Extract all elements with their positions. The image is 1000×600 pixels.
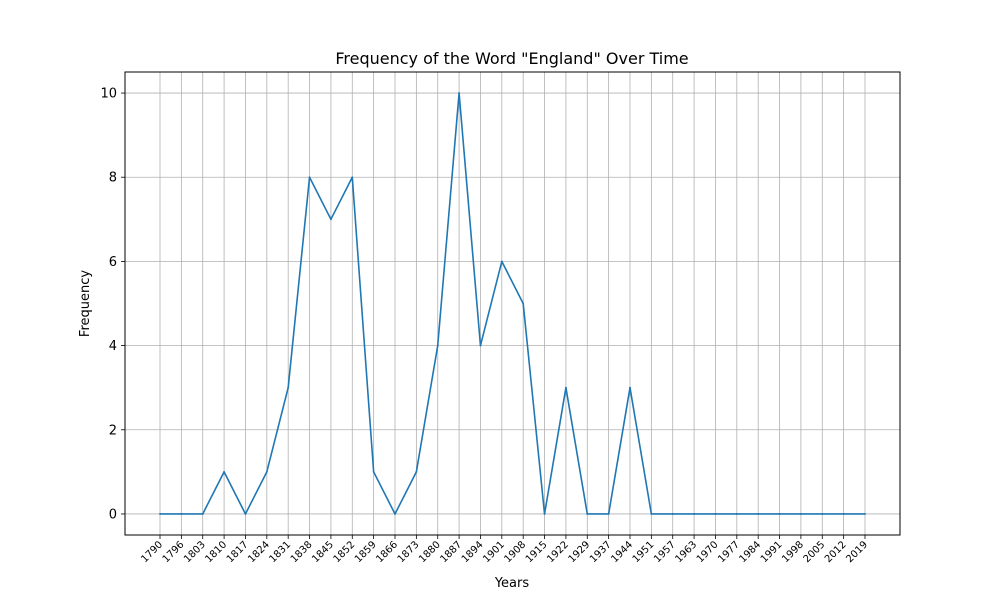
y-tick-label: 4 bbox=[109, 339, 117, 354]
x-tick-label: 1817 bbox=[225, 539, 251, 565]
x-tick-label: 2012 bbox=[823, 539, 849, 565]
x-tick-label: 1894 bbox=[460, 539, 486, 565]
data-point bbox=[864, 513, 866, 515]
y-tick-label: 10 bbox=[100, 87, 117, 102]
x-tick-label: 1937 bbox=[588, 539, 614, 565]
x-tick-label: 1859 bbox=[353, 539, 379, 565]
x-tick-label: 1866 bbox=[374, 539, 400, 565]
x-tick-label: 1880 bbox=[417, 539, 443, 565]
x-tick-label: 1887 bbox=[438, 539, 464, 565]
x-tick-label: 1970 bbox=[695, 539, 721, 565]
y-tick-label: 6 bbox=[109, 255, 117, 270]
data-point bbox=[842, 513, 845, 515]
x-tick-label: 1944 bbox=[609, 539, 635, 565]
x-tick-label: 1915 bbox=[524, 539, 550, 565]
x-tick-label: 1951 bbox=[631, 539, 657, 565]
x-tick-label: 1901 bbox=[481, 539, 507, 565]
x-tick-label: 1998 bbox=[780, 539, 806, 565]
data-point bbox=[757, 513, 760, 515]
x-tick-label: 1838 bbox=[289, 539, 315, 565]
data-point bbox=[650, 513, 653, 515]
x-tick-label: 1831 bbox=[268, 539, 294, 565]
x-tick-label: 1922 bbox=[545, 539, 571, 565]
x-tick-label: 1803 bbox=[182, 539, 208, 565]
x-tick-label: 1810 bbox=[203, 539, 229, 565]
data-point bbox=[436, 344, 439, 347]
y-tick-label: 8 bbox=[109, 171, 117, 186]
x-tick-label: 1957 bbox=[652, 539, 678, 565]
data-point bbox=[415, 470, 418, 473]
data-point bbox=[308, 176, 311, 179]
series-line bbox=[160, 92, 865, 515]
x-tick-label: 1845 bbox=[310, 539, 336, 565]
data-point bbox=[287, 386, 290, 389]
x-tick-label: 1963 bbox=[673, 539, 699, 565]
data-point bbox=[265, 470, 268, 473]
data-point bbox=[223, 470, 225, 473]
data-point bbox=[543, 513, 546, 515]
data-point bbox=[351, 176, 354, 179]
data-point bbox=[778, 513, 781, 515]
data-point bbox=[180, 513, 183, 515]
data-point bbox=[330, 218, 332, 221]
data-point bbox=[735, 513, 738, 515]
data-point bbox=[821, 513, 824, 515]
x-tick-label: 1824 bbox=[246, 539, 272, 565]
x-axis-label: Years bbox=[494, 576, 530, 591]
chart-title: Frequency of the Word "England" Over Tim… bbox=[335, 49, 688, 68]
x-tick-label: 1873 bbox=[396, 539, 422, 565]
data-point bbox=[629, 386, 631, 389]
data-point bbox=[201, 513, 204, 515]
data-point bbox=[800, 513, 802, 515]
data-point bbox=[500, 260, 503, 263]
x-tick-label: 2005 bbox=[802, 539, 828, 565]
data-point bbox=[372, 470, 375, 473]
x-tick-label: 1984 bbox=[738, 539, 764, 565]
data-point bbox=[458, 92, 460, 94]
data-point bbox=[693, 513, 695, 515]
data-point bbox=[586, 513, 589, 515]
x-tick-label: 2019 bbox=[844, 539, 870, 565]
x-tick-label: 1852 bbox=[332, 539, 358, 565]
data-point bbox=[159, 513, 161, 515]
x-tick-label: 1790 bbox=[139, 539, 165, 565]
series-layer bbox=[159, 92, 866, 515]
x-tick-label: 1796 bbox=[161, 539, 187, 565]
data-point bbox=[394, 513, 396, 515]
y-tick-label: 0 bbox=[109, 507, 117, 522]
y-tick-label: 2 bbox=[109, 423, 117, 438]
data-point bbox=[607, 513, 610, 515]
data-point bbox=[244, 513, 247, 515]
data-point bbox=[565, 386, 567, 389]
y-axis-label: Frequency bbox=[78, 270, 93, 337]
x-tick-label: 1991 bbox=[759, 539, 785, 565]
x-tick-label: 1977 bbox=[716, 539, 742, 565]
data-point bbox=[671, 513, 674, 515]
x-tick-label: 1929 bbox=[567, 539, 593, 565]
grid-layer bbox=[125, 72, 900, 535]
data-point bbox=[479, 344, 482, 347]
plot-frame bbox=[124, 71, 901, 536]
data-point bbox=[714, 513, 717, 515]
x-tick-label: 1908 bbox=[503, 539, 529, 565]
data-point bbox=[522, 302, 525, 305]
